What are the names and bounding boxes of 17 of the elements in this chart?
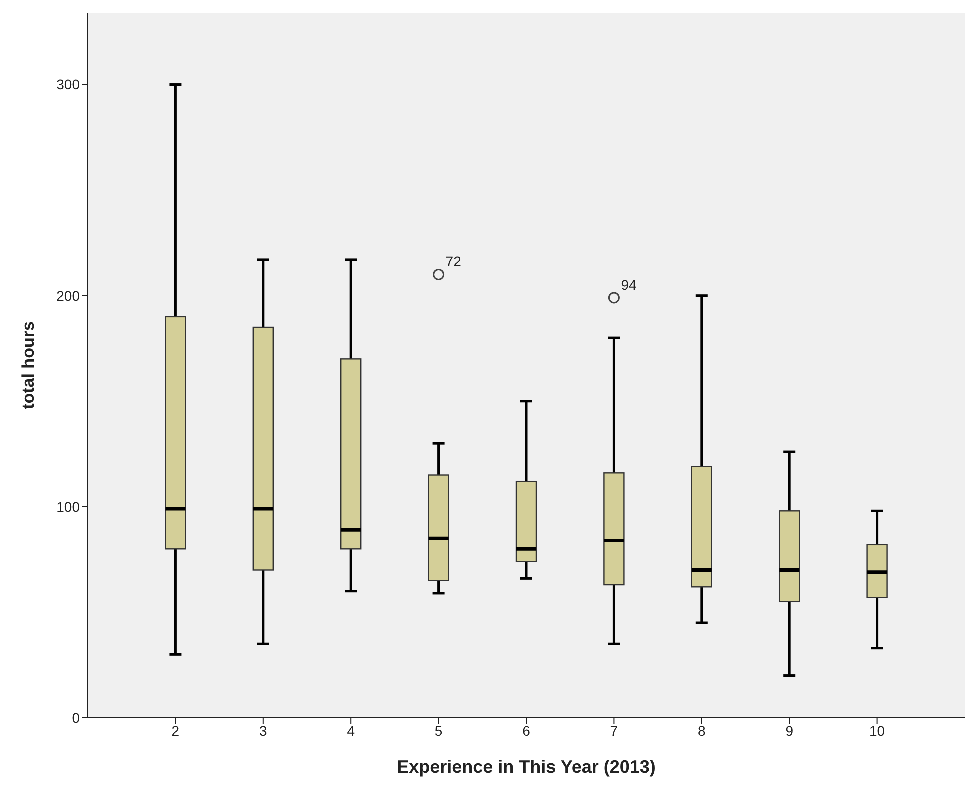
y-tick-label: 200 <box>56 288 80 304</box>
x-tick-label: 10 <box>870 722 886 739</box>
x-tick-label: 2 <box>172 722 180 739</box>
x-tick-label: 4 <box>347 722 356 739</box>
y-tick-label: 0 <box>72 710 80 726</box>
x-axis-title: Experience in This Year (2013) <box>397 757 656 777</box>
x-tick-label: 7 <box>610 722 618 739</box>
y-tick-label: 100 <box>56 498 80 515</box>
y-tick-label: 300 <box>56 76 80 93</box>
x-tick-label: 9 <box>786 722 794 739</box>
x-tick-label: 5 <box>434 722 443 739</box>
annotation: 94 <box>621 276 637 293</box>
annotation: 72 <box>446 254 462 270</box>
x-tick-label: 3 <box>260 722 268 739</box>
x-tick-label: 8 <box>698 722 706 739</box>
x-tick-label: 6 <box>522 722 531 739</box>
y-axis-title: total hours <box>19 322 38 410</box>
